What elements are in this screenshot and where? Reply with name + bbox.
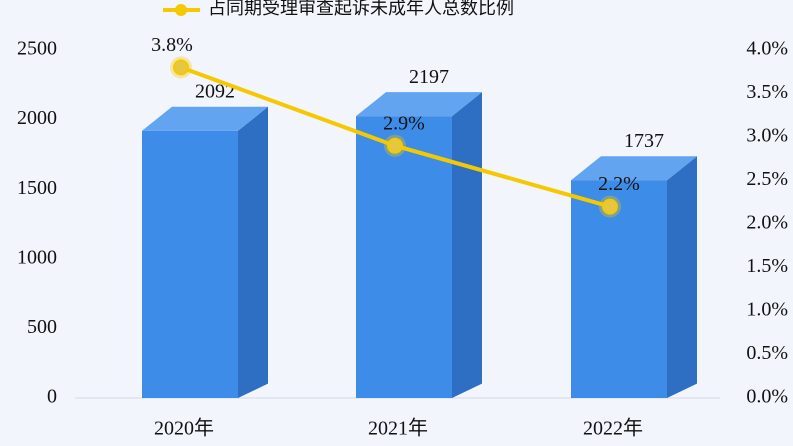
value-label: 2197 [409, 66, 449, 88]
y-tick-label: 2500 [17, 38, 57, 60]
y2-tick-label: 2.0% [746, 212, 788, 234]
value-label: 2.2% [598, 173, 640, 195]
bar [571, 180, 667, 398]
bar [142, 130, 238, 399]
y-tick-label: 2000 [17, 107, 57, 129]
bar-side [667, 156, 697, 398]
y2-tick-label: 3.5% [746, 81, 788, 103]
y2-tick-label: 0.0% [746, 386, 788, 408]
x-tick-label: 2021年 [368, 417, 428, 440]
y-tick-label: 1500 [17, 177, 57, 199]
value-label: 3.8% [151, 34, 193, 56]
y2-tick-label: 3.0% [746, 125, 788, 147]
bar-top [142, 106, 268, 131]
value-label: 2092 [195, 80, 235, 102]
marker [602, 198, 618, 215]
x-tick-label: 2020年 [154, 417, 214, 440]
marker [387, 137, 403, 154]
y-tick-label: 0 [47, 386, 57, 408]
marker [173, 59, 189, 76]
bar-top [571, 156, 697, 181]
y2-tick-label: 2.5% [746, 168, 788, 190]
bar-side [238, 106, 268, 398]
value-label: 1737 [624, 130, 664, 152]
y2-tick-label: 4.0% [746, 38, 788, 60]
legend-marker [175, 4, 187, 16]
value-label: 2.9% [383, 112, 425, 134]
y-tick-label: 500 [27, 316, 57, 338]
bar-side [452, 92, 482, 398]
y2-tick-label: 1.5% [746, 255, 788, 277]
y-tick-label: 1000 [17, 246, 57, 268]
y2-tick-label: 0.5% [746, 342, 788, 364]
legend-label: 占同期受理审查起诉未成年人总数比例 [208, 0, 514, 18]
x-tick-label: 2022年 [583, 417, 643, 440]
bar-top [356, 92, 482, 117]
y2-tick-label: 1.0% [746, 299, 788, 321]
bar [356, 116, 452, 398]
